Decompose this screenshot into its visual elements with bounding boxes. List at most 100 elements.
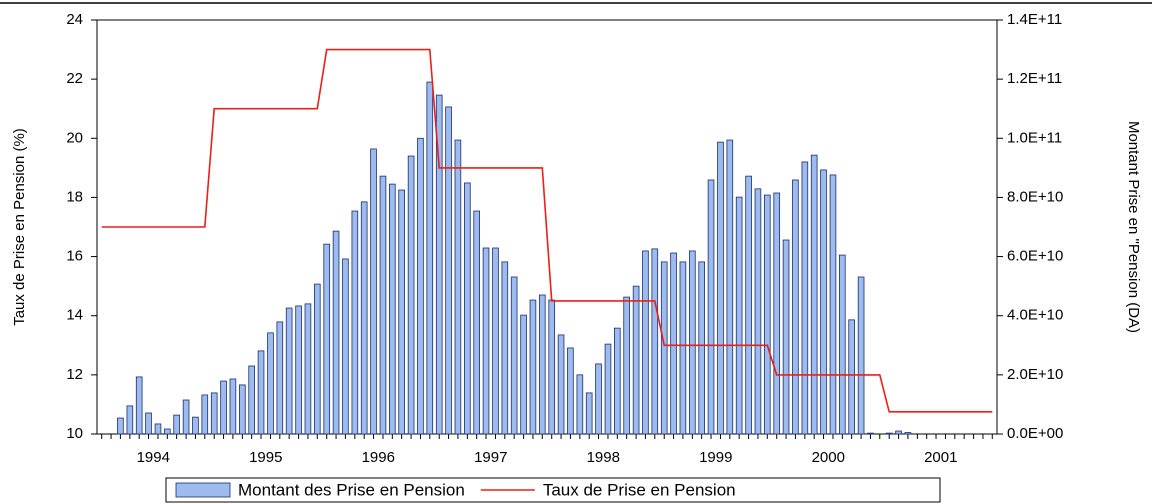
bar	[867, 432, 874, 435]
y2-tick-label: 4.0E+10	[1007, 307, 1063, 324]
bar	[520, 314, 527, 435]
bar	[576, 374, 584, 435]
bar	[885, 432, 893, 435]
bar	[585, 392, 593, 435]
bar	[801, 161, 809, 435]
bar	[435, 94, 443, 435]
bar	[501, 261, 509, 435]
bar	[782, 239, 790, 435]
bar	[276, 321, 284, 435]
bar	[267, 332, 274, 435]
bar	[754, 188, 762, 435]
bar	[248, 365, 255, 435]
bar	[492, 247, 499, 435]
bar	[745, 175, 752, 435]
x-tick-label: 1997	[474, 449, 507, 466]
bar	[182, 399, 190, 435]
bar	[595, 363, 602, 435]
bar	[304, 303, 312, 435]
bar	[773, 192, 781, 435]
bar	[313, 283, 321, 435]
x-tick-label: 1995	[249, 449, 282, 466]
legend-label: Montant des Prise en Pension	[238, 480, 465, 499]
bar	[360, 201, 368, 435]
y2-tick-label: 1.2E+11	[1007, 70, 1062, 87]
bar	[164, 428, 171, 435]
bar	[445, 106, 452, 435]
legend-box	[165, 477, 941, 503]
bar	[548, 299, 556, 435]
x-tick-label: 1996	[362, 449, 395, 466]
x-tick-label: 2001	[924, 449, 957, 466]
bar	[623, 296, 630, 435]
bar	[763, 194, 771, 435]
y2-axis-label: Montant Prise en "Pension (DA)	[1125, 121, 1142, 333]
bar	[857, 276, 865, 435]
bar	[473, 210, 480, 435]
bar	[239, 384, 246, 435]
y-tick-label: 12	[66, 366, 83, 383]
y-tick-label: 24	[66, 11, 83, 28]
x-tick-label: 1994	[137, 449, 170, 466]
bar	[351, 210, 359, 435]
bar	[510, 276, 518, 435]
bar	[529, 299, 537, 435]
bar	[829, 174, 837, 435]
bar	[689, 250, 696, 435]
bar	[117, 417, 124, 435]
y2-tick-label: 0.0E+00	[1007, 425, 1063, 442]
bar	[229, 378, 237, 435]
bar	[135, 376, 143, 435]
bar	[389, 183, 396, 435]
bar	[660, 261, 668, 435]
bar	[210, 392, 218, 435]
bar	[295, 305, 302, 435]
bar	[173, 414, 180, 435]
y-tick-label: 16	[66, 248, 83, 265]
bar	[904, 432, 912, 435]
bar	[417, 137, 424, 435]
bar	[370, 148, 377, 435]
y-tick-label: 22	[66, 70, 83, 87]
bar	[220, 380, 227, 435]
bar	[398, 189, 405, 435]
bar	[126, 405, 134, 435]
bar	[201, 394, 209, 435]
y-axis-label: Taux de Prise en Pension (%)	[11, 128, 28, 326]
y-tick-label: 14	[66, 307, 83, 324]
y-tick-label: 18	[66, 188, 83, 205]
y2-tick-label: 2.0E+10	[1007, 366, 1063, 383]
bar	[604, 343, 612, 435]
bar	[632, 285, 640, 435]
bar	[698, 261, 705, 435]
bar	[379, 175, 387, 435]
bar	[192, 416, 199, 435]
bar	[848, 319, 855, 435]
legend-swatch	[175, 482, 231, 498]
bar	[145, 412, 152, 435]
y2-tick-label: 6.0E+10	[1007, 248, 1063, 265]
y2-tick-label: 1.4E+11	[1007, 11, 1062, 28]
x-tick-label: 2000	[812, 449, 845, 466]
bar	[839, 254, 846, 435]
x-tick-label: 1998	[587, 449, 620, 466]
legend-label: Taux de Prise en Pension	[543, 480, 736, 499]
bar	[407, 155, 415, 435]
bar	[614, 327, 621, 435]
bar	[717, 141, 724, 435]
bar	[670, 252, 677, 435]
bar	[707, 179, 715, 435]
bar	[820, 169, 827, 435]
bar	[154, 423, 162, 435]
line	[101, 48, 993, 413]
y-tick-label: 10	[66, 425, 83, 442]
bar	[332, 230, 340, 435]
y-tick-label: 20	[66, 129, 83, 146]
bar	[792, 179, 799, 435]
bar	[426, 81, 434, 435]
bar	[642, 250, 649, 435]
bar	[538, 294, 546, 435]
bar	[342, 258, 349, 435]
